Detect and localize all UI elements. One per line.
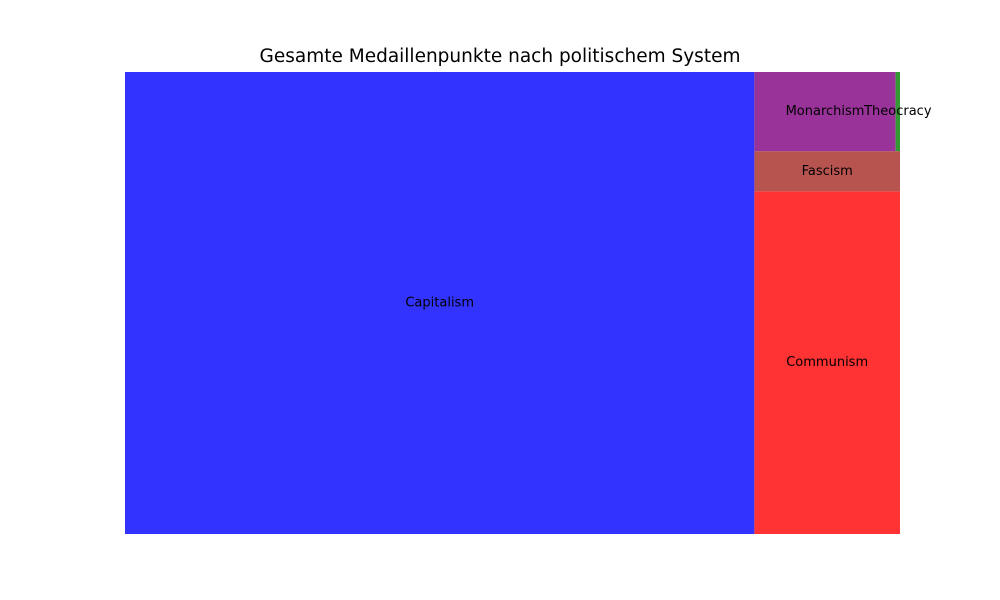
treemap-tiles [125,72,900,534]
treemap-labels: Capitalism Communism Fascism Monarchism Theo… [405,104,931,370]
chart-title: Gesamte Medaillenpunkte nach politischem… [259,46,741,67]
tile-label-fascism: Fascism [802,164,853,179]
tile-label-capitalism: Capitalism [405,296,474,311]
tile-monarchism [754,72,896,152]
tile-capitalism [125,72,755,534]
tile-label-communism: Communism [786,355,868,370]
tile-fascism [754,151,900,192]
tile-theocracy [895,72,900,152]
tile-label-theocracy: Theocracy [863,104,932,119]
tile-label-monarchism: Monarchism [786,104,865,119]
tile-communism [754,191,900,534]
